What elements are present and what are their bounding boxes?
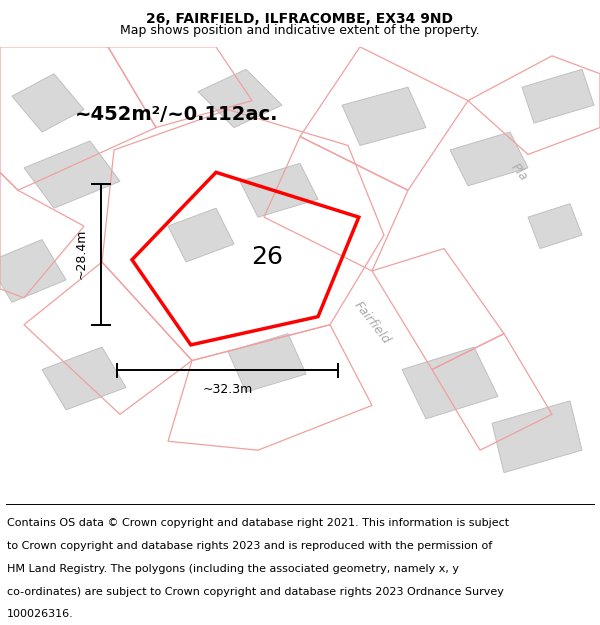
Polygon shape xyxy=(42,347,126,410)
Text: Map shows position and indicative extent of the property.: Map shows position and indicative extent… xyxy=(120,24,480,36)
Text: Fairfield: Fairfield xyxy=(352,299,392,346)
Text: Pla: Pla xyxy=(508,161,530,184)
Text: ~32.3m: ~32.3m xyxy=(202,383,253,396)
Polygon shape xyxy=(450,132,528,186)
Text: co-ordinates) are subject to Crown copyright and database rights 2023 Ordnance S: co-ordinates) are subject to Crown copyr… xyxy=(7,587,504,597)
Polygon shape xyxy=(198,69,282,128)
Text: to Crown copyright and database rights 2023 and is reproduced with the permissio: to Crown copyright and database rights 2… xyxy=(7,541,493,551)
Polygon shape xyxy=(528,204,582,249)
Polygon shape xyxy=(342,88,426,146)
Polygon shape xyxy=(0,239,66,302)
Text: ~452m²/~0.112ac.: ~452m²/~0.112ac. xyxy=(75,104,279,124)
Polygon shape xyxy=(168,208,234,262)
Polygon shape xyxy=(24,141,120,208)
Polygon shape xyxy=(492,401,582,472)
Text: HM Land Registry. The polygons (including the associated geometry, namely x, y: HM Land Registry. The polygons (includin… xyxy=(7,564,459,574)
Text: ~28.4m: ~28.4m xyxy=(74,229,88,279)
Text: Contains OS data © Crown copyright and database right 2021. This information is : Contains OS data © Crown copyright and d… xyxy=(7,518,509,528)
Text: 100026316.: 100026316. xyxy=(7,609,74,619)
Polygon shape xyxy=(240,163,318,217)
Polygon shape xyxy=(228,334,306,392)
Text: 26: 26 xyxy=(251,246,283,269)
Text: 26, FAIRFIELD, ILFRACOMBE, EX34 9ND: 26, FAIRFIELD, ILFRACOMBE, EX34 9ND xyxy=(146,12,454,26)
Polygon shape xyxy=(12,74,84,132)
Polygon shape xyxy=(522,69,594,123)
Polygon shape xyxy=(402,347,498,419)
